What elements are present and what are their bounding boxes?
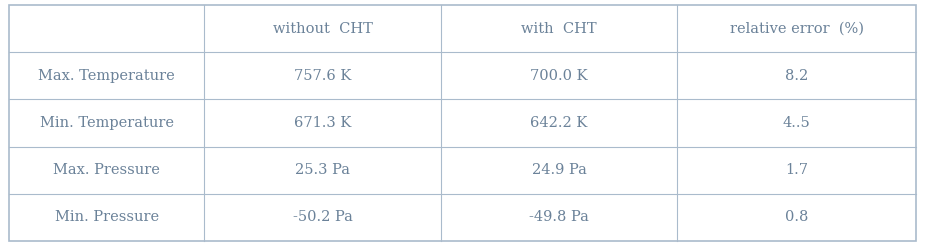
Text: Min. Temperature: Min. Temperature	[40, 116, 174, 130]
Text: -49.8 Pa: -49.8 Pa	[529, 211, 589, 224]
Text: -50.2 Pa: -50.2 Pa	[292, 211, 352, 224]
Text: 1.7: 1.7	[785, 163, 808, 177]
Text: with  CHT: with CHT	[521, 22, 597, 35]
Text: 4..5: 4..5	[783, 116, 810, 130]
Text: 642.2 K: 642.2 K	[530, 116, 587, 130]
Text: 757.6 K: 757.6 K	[294, 69, 352, 83]
Text: Min. Pressure: Min. Pressure	[55, 211, 159, 224]
Text: Max. Temperature: Max. Temperature	[38, 69, 175, 83]
Text: 0.8: 0.8	[784, 211, 808, 224]
Text: 24.9 Pa: 24.9 Pa	[532, 163, 586, 177]
Text: 25.3 Pa: 25.3 Pa	[295, 163, 350, 177]
Text: 700.0 K: 700.0 K	[530, 69, 588, 83]
Text: Max. Pressure: Max. Pressure	[54, 163, 160, 177]
Text: 671.3 K: 671.3 K	[294, 116, 352, 130]
Text: 8.2: 8.2	[785, 69, 808, 83]
Text: relative error  (%): relative error (%)	[730, 22, 864, 35]
Text: without  CHT: without CHT	[273, 22, 373, 35]
